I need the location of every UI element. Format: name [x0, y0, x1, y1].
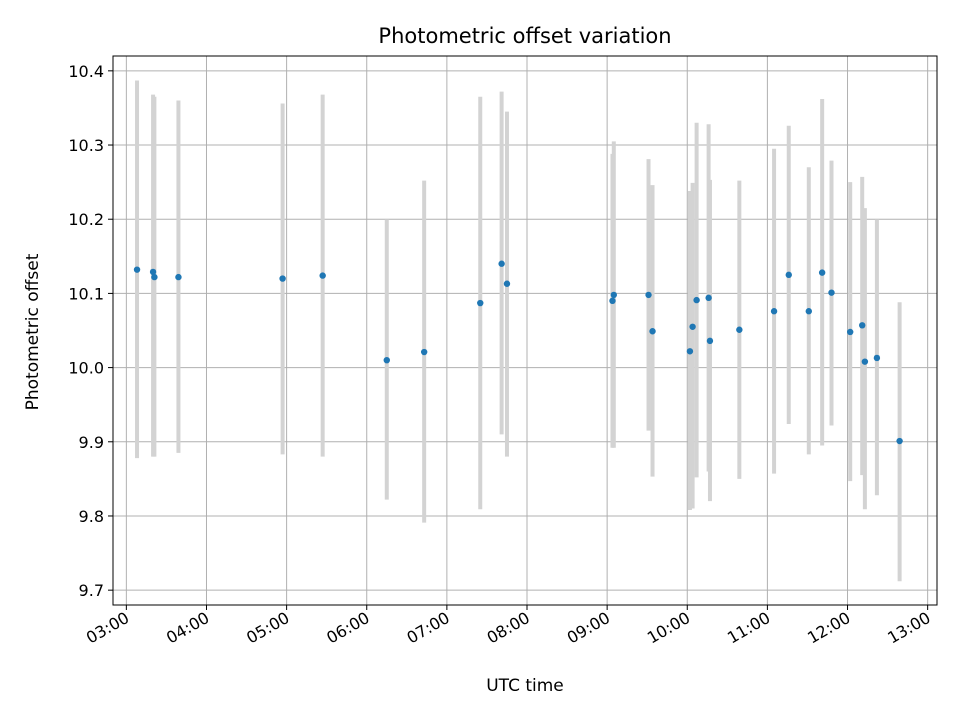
data-point — [805, 308, 812, 315]
data-point — [818, 269, 826, 276]
x-tick-label: 09:00 — [564, 608, 613, 648]
y-tick-label: 10.2 — [68, 210, 104, 229]
x-tick-label: 11:00 — [724, 608, 773, 648]
y-tick-label: 10.0 — [68, 359, 104, 378]
y-axis-label: Photometric offset — [23, 253, 43, 410]
data-point — [609, 297, 616, 305]
data-point — [686, 348, 694, 355]
y-tick-label: 10.1 — [68, 284, 104, 303]
data-point — [770, 308, 778, 315]
point-layer — [133, 260, 903, 445]
data-point — [383, 356, 390, 364]
y-tick-label: 9.9 — [79, 433, 104, 452]
x-tick-label: 13:00 — [884, 608, 933, 648]
x-tick-label: 06:00 — [323, 608, 372, 648]
data-point — [693, 296, 700, 304]
data-point — [859, 322, 866, 329]
data-point — [645, 291, 652, 299]
data-point — [503, 280, 511, 287]
x-tick-label: 10:00 — [644, 608, 693, 648]
y-tick-label: 9.8 — [79, 507, 104, 526]
plot-frame — [112, 55, 938, 606]
data-point — [133, 266, 141, 273]
x-tick-label: 03:00 — [83, 608, 132, 648]
x-axis-label: UTC time — [486, 676, 564, 696]
chart-title: Photometric offset variation — [378, 24, 671, 48]
y-tick-label: 9.7 — [79, 581, 104, 600]
data-point — [846, 328, 854, 336]
data-point — [828, 289, 835, 296]
data-point — [477, 299, 484, 307]
x-tick-label: 12:00 — [804, 608, 853, 648]
data-point — [279, 275, 286, 282]
data-point — [873, 354, 881, 362]
data-point — [705, 294, 712, 302]
x-tick-label: 08:00 — [484, 608, 533, 648]
x-tick-label: 07:00 — [403, 608, 452, 648]
data-point — [896, 437, 903, 445]
data-point — [861, 358, 869, 365]
data-point — [319, 272, 326, 279]
error-bar-layer — [135, 80, 902, 582]
x-tick-label: 05:00 — [243, 608, 292, 648]
data-point — [151, 273, 158, 281]
data-point — [785, 271, 792, 279]
data-point — [149, 268, 157, 276]
data-point — [736, 326, 743, 333]
data-point — [420, 348, 428, 356]
x-axis: 03:00 04:00 05:00 06:00 07:00 08:00 09:00 10:00… — [83, 605, 934, 648]
data-point — [610, 291, 618, 299]
y-axis: 9.7 9.8 9.9 10.0 10.1 10.2 10.3 10.4 — [68, 62, 113, 600]
data-point — [498, 260, 505, 267]
data-point — [175, 273, 182, 281]
data-point — [706, 337, 714, 345]
x-tick-label: 04:00 — [163, 608, 212, 648]
grid-layer — [113, 56, 937, 605]
data-point — [649, 328, 656, 335]
y-tick-label: 10.3 — [68, 136, 104, 155]
data-point — [689, 323, 696, 330]
y-tick-label: 10.4 — [68, 62, 104, 81]
